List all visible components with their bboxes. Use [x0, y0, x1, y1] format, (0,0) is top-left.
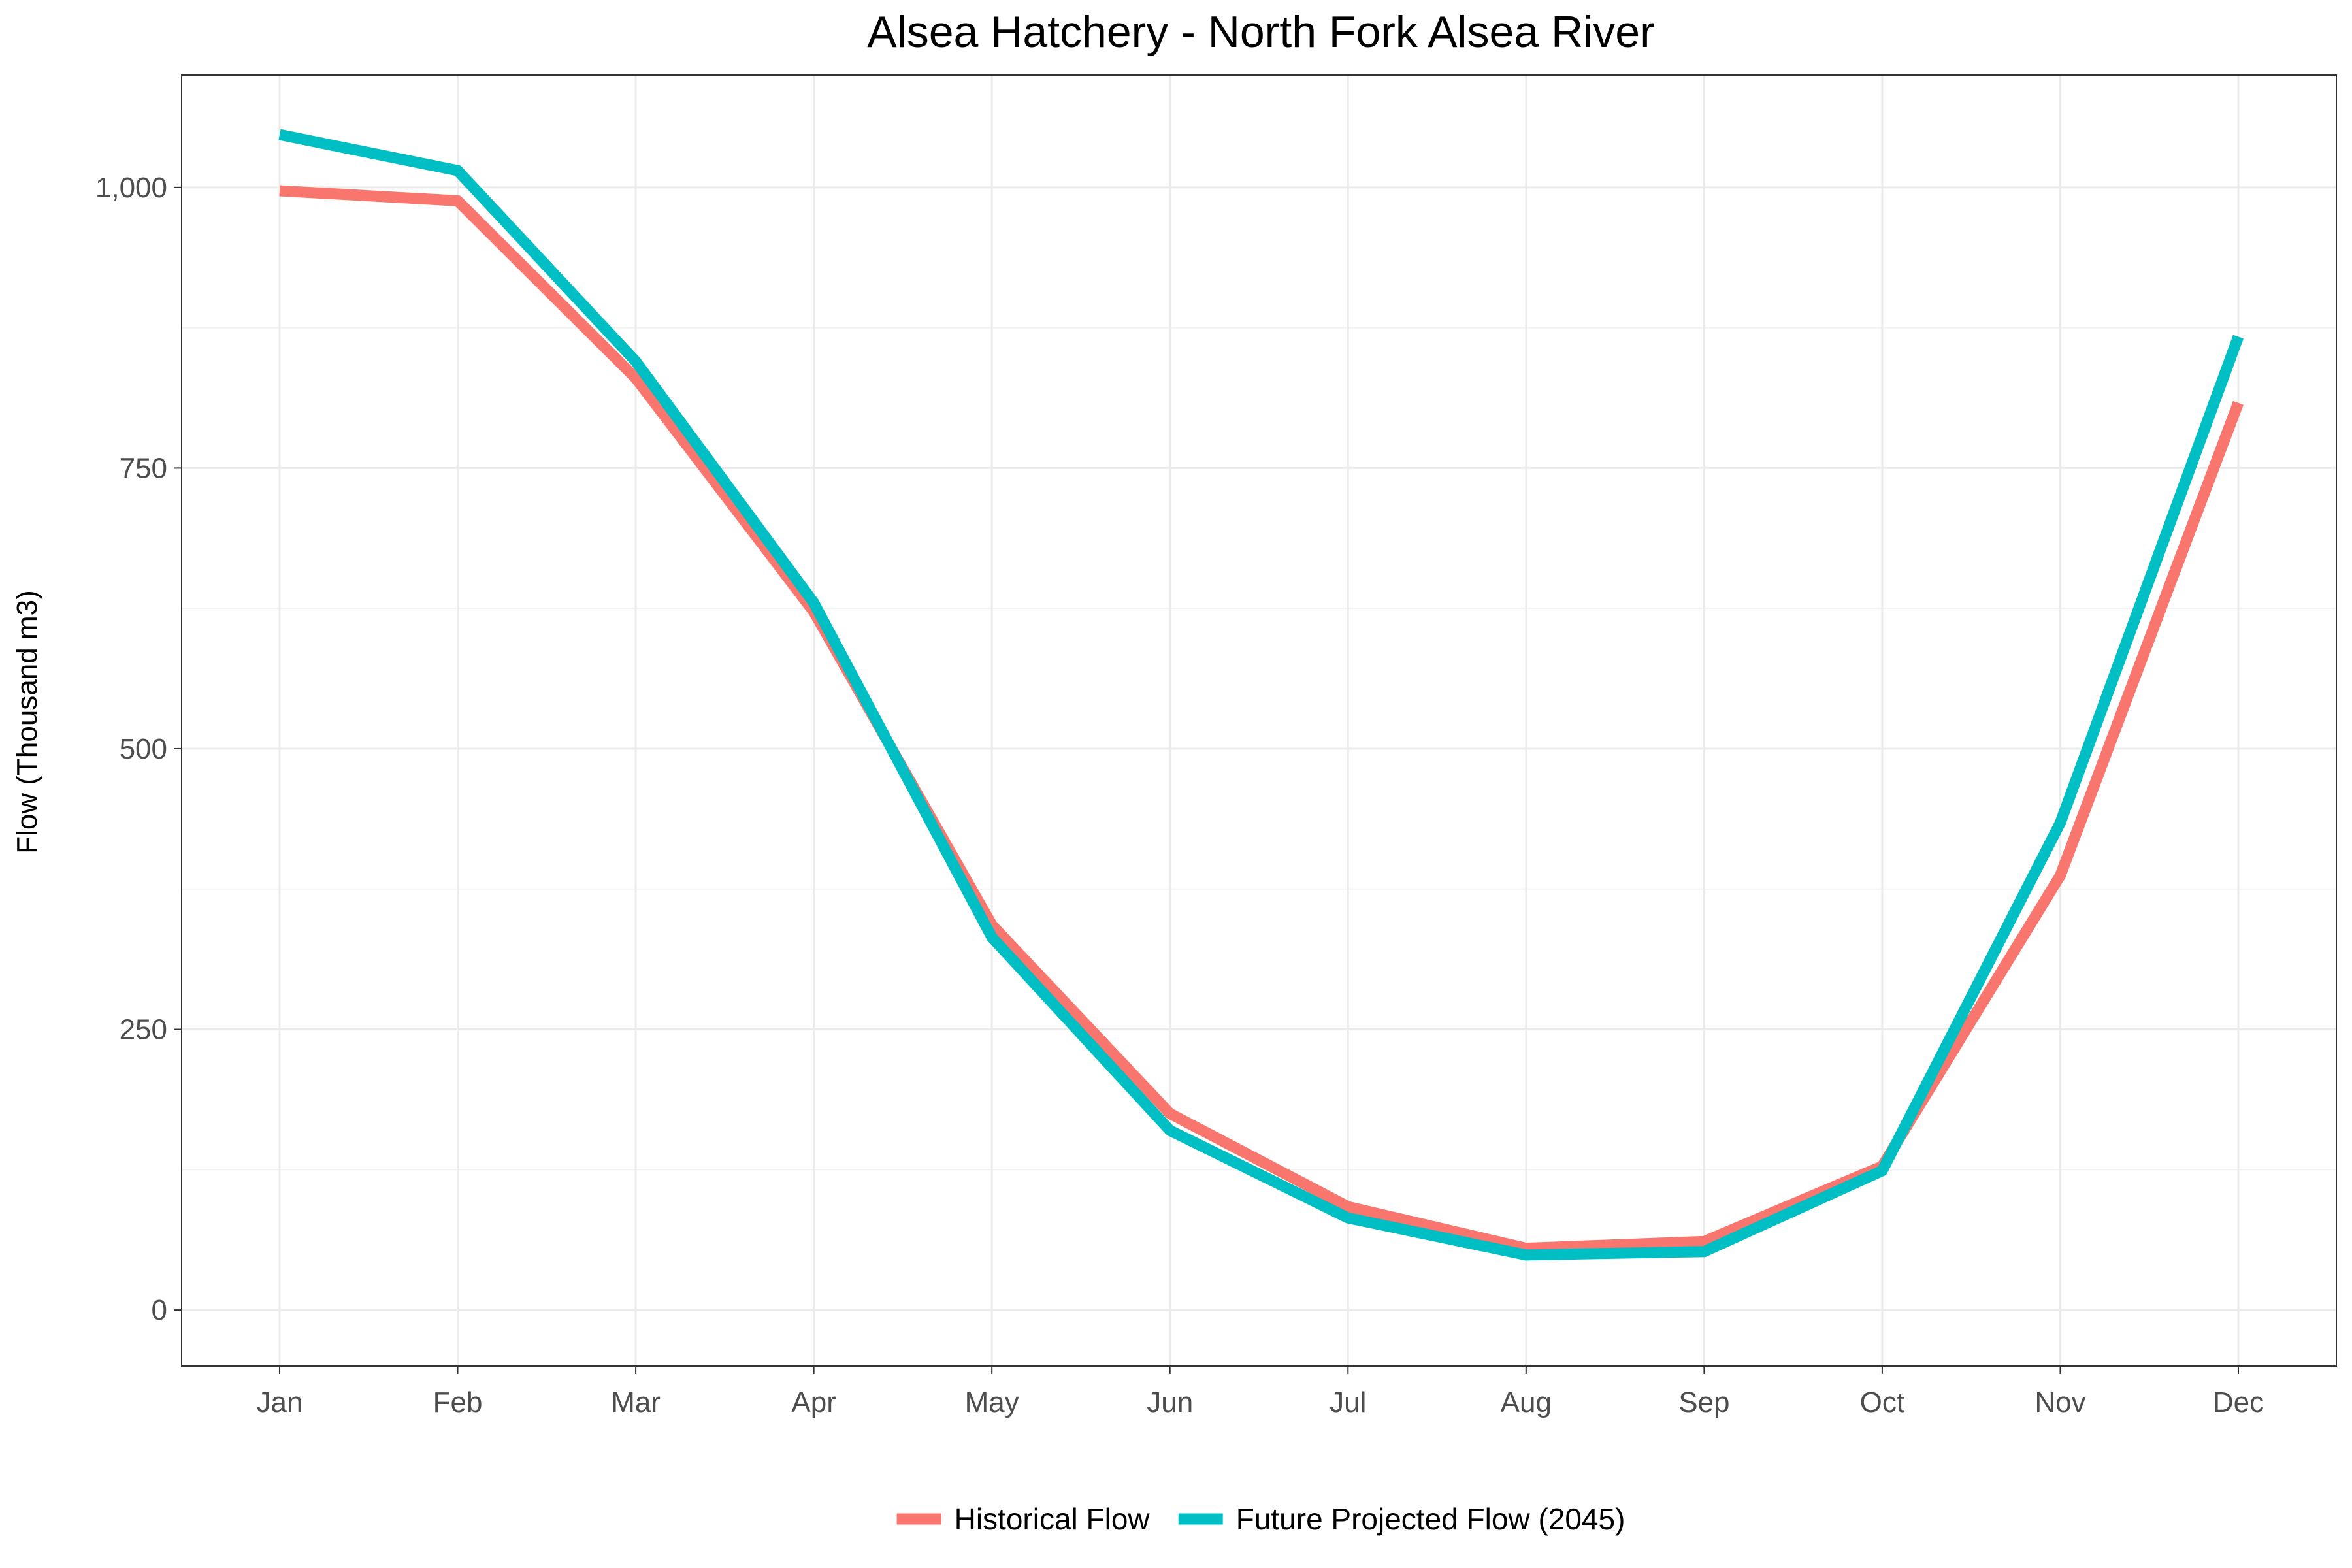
y-tick-label: 500 — [120, 733, 167, 765]
series-line-2 — [278, 129, 2244, 1261]
series-lines — [278, 129, 2244, 1261]
x-tick-label: Apr — [791, 1386, 836, 1418]
x-tick-label: Feb — [433, 1386, 483, 1418]
y-tick-label: 0 — [152, 1294, 167, 1326]
series-line-1 — [279, 185, 2244, 1254]
legend: Historical Flow Future Projected Flow (20… — [896, 1502, 1625, 1536]
x-tick-label: Mar — [611, 1386, 661, 1418]
chart-title: Alsea Hatchery - North Fork Alsea River — [867, 7, 1655, 57]
x-tick-label: Sep — [1678, 1386, 1729, 1418]
x-tick-label: Jul — [1330, 1386, 1366, 1418]
y-tick-label: 750 — [120, 452, 167, 484]
x-axis: Jan Feb Mar Apr May Jun Jul Aug Sep Oct Nov Dec — [257, 1366, 2264, 1418]
legend-item-1: Historical Flow — [896, 1502, 1151, 1536]
grid — [182, 75, 2336, 1366]
legend-label: Historical Flow — [955, 1502, 1151, 1536]
y-tick-label: 1,000 — [95, 172, 167, 204]
y-axis: 0 250 500 750 1,000 — [95, 172, 182, 1326]
legend-item-2: Future Projected Flow (2045) — [1178, 1502, 1625, 1536]
x-tick-label: Nov — [2034, 1386, 2085, 1418]
x-tick-label: Jan — [257, 1386, 303, 1418]
y-tick-label: 250 — [120, 1014, 167, 1046]
x-tick-label: May — [965, 1386, 1019, 1418]
plot-panel-border — [181, 74, 2337, 1367]
y-axis-label: Flow (Thousand m3) — [11, 590, 43, 853]
x-tick-label: Oct — [1860, 1386, 1904, 1418]
x-tick-label: Jun — [1147, 1386, 1193, 1418]
x-tick-label: Dec — [2213, 1386, 2264, 1418]
x-tick-label: Aug — [1501, 1386, 1552, 1418]
legend-label: Future Projected Flow (2045) — [1236, 1502, 1625, 1536]
